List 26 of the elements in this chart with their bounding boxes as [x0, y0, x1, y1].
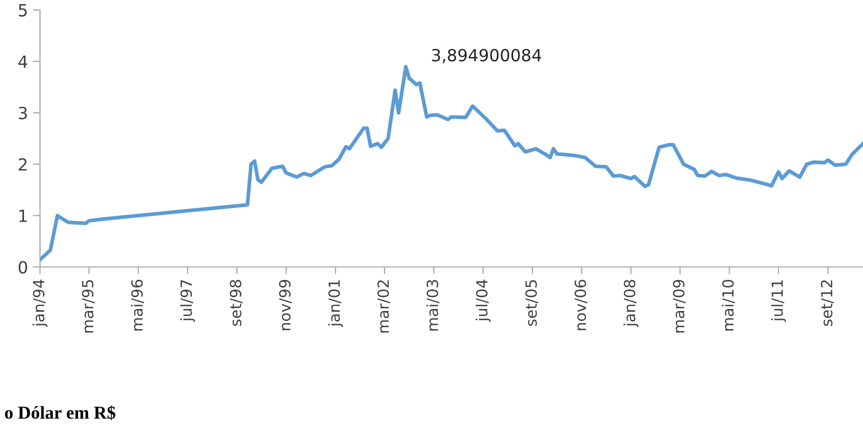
- text: o Dólar em R$: [5, 406, 116, 420]
- y-tick-label: 1: [19, 210, 27, 222]
- x-tick-label: jan/01: [328, 280, 343, 327]
- x-tick-label: jan/08: [624, 280, 638, 327]
- x-tick-label: set/05: [525, 280, 538, 326]
- y-tick-label: 2: [18, 158, 27, 171]
- x-tick-label: set/98: [230, 280, 243, 326]
- annotation: 3,894900084: [432, 48, 542, 64]
- x-tick-label: nov/06: [574, 280, 588, 330]
- x-tick-label: jan/94: [32, 280, 48, 327]
- x-tick-label: jul/04: [476, 280, 490, 322]
- x-tick-label: mar/09: [672, 280, 686, 333]
- line-series: [40, 64, 863, 262]
- x-tick-label: nov/99: [279, 280, 292, 330]
- y-tick-label: 3: [18, 106, 27, 120]
- x-tick-label: mai/03: [426, 280, 440, 330]
- y-tick-label: 0: [18, 260, 28, 274]
- x-tick-label: mar/95: [82, 280, 95, 333]
- y-tick-label: 4: [18, 56, 28, 68]
- x-tick-label: jul/11: [771, 280, 786, 322]
- x-tick-label: set/12: [820, 280, 834, 326]
- y-tick-label: 5: [18, 4, 27, 17]
- x-tick-label: mai/96: [130, 280, 144, 330]
- x-tick-label: jul/97: [180, 280, 195, 322]
- x-tick-label: mar/02: [377, 280, 390, 333]
- x-tick-label: mai/10: [722, 280, 735, 330]
